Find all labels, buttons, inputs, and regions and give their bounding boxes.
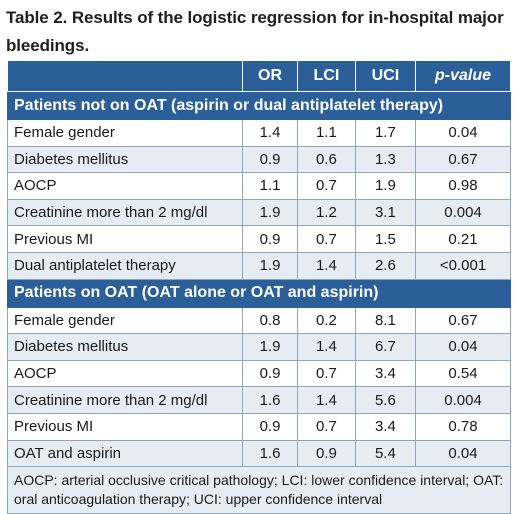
cell-or: 0.9 <box>241 145 299 174</box>
cell-or: 0.9 <box>241 412 299 441</box>
cell-or: 1.9 <box>241 333 299 361</box>
regression-table: OR LCI UCI p-value Patients not on OAT (… <box>7 60 511 514</box>
row-label: Previous MI <box>7 412 243 441</box>
cell-uci: 3.4 <box>354 359 417 388</box>
header-p-value-text: p-value <box>435 67 492 84</box>
cell-lci: 0.6 <box>297 145 356 174</box>
table-row: Creatinine more than 2 mg/dl 1.6 1.4 5.6 0.0… <box>7 386 511 414</box>
table-row: Diabetes mellitus 0.9 0.6 1.3 0.67 <box>7 145 511 174</box>
cell-or: 1.4 <box>241 119 299 147</box>
row-label: AOCP <box>7 172 243 200</box>
cell-lci: 1.1 <box>297 119 356 147</box>
cell-or: 1.1 <box>241 172 299 200</box>
table-row: Diabetes mellitus 1.9 1.4 6.7 0.04 <box>7 333 511 361</box>
row-label: Creatinine more than 2 mg/dl <box>7 198 243 227</box>
cell-uci: 8.1 <box>354 306 417 335</box>
cell-lci: 1.2 <box>297 198 356 227</box>
cell-p-value: 0.67 <box>415 306 511 335</box>
cell-uci: 1.9 <box>354 172 417 200</box>
cell-p-value: 0.54 <box>415 359 511 388</box>
row-label: Previous MI <box>7 225 243 253</box>
cell-uci: 3.1 <box>354 198 417 227</box>
cell-lci: 0.7 <box>297 412 356 441</box>
cell-lci: 0.7 <box>297 359 356 388</box>
header-row: OR LCI UCI p-value <box>7 60 511 92</box>
header-or: OR <box>241 60 299 92</box>
cell-lci: 0.7 <box>297 225 356 253</box>
cell-lci: 1.4 <box>297 251 356 280</box>
cell-lci: 0.2 <box>297 306 356 335</box>
header-uci: UCI <box>354 60 417 92</box>
cell-lci: 1.4 <box>297 386 356 414</box>
cell-or: 1.9 <box>241 198 299 227</box>
cell-or: 1.6 <box>241 386 299 414</box>
cell-uci: 5.6 <box>354 386 417 414</box>
section-header-row: Patients on OAT (OAT alone or OAT and as… <box>7 278 511 308</box>
row-label: Female gender <box>7 119 243 147</box>
cell-p-value: 0.21 <box>415 225 511 253</box>
row-label: Female gender <box>7 306 243 335</box>
footnote-row: AOCP: arterial occlusive critical pathol… <box>7 466 511 514</box>
cell-p-value: 0.78 <box>415 412 511 441</box>
table-row: AOCP 1.1 0.7 1.9 0.98 <box>7 172 511 200</box>
table-row: AOCP 0.9 0.7 3.4 0.54 <box>7 359 511 388</box>
cell-p-value: 0.98 <box>415 172 511 200</box>
section-label: Patients not on OAT (aspirin or dual ant… <box>7 91 511 120</box>
cell-or: 1.6 <box>241 439 299 468</box>
header-lci: LCI <box>297 60 356 92</box>
table-row: Previous MI 0.9 0.7 1.5 0.21 <box>7 225 511 253</box>
table-row: Creatinine more than 2 mg/dl 1.9 1.2 3.1 0.0… <box>7 198 511 227</box>
table-title: Table 2. Results of the logistic regress… <box>6 8 504 55</box>
cell-uci: 2.6 <box>354 251 417 280</box>
footnote: AOCP: arterial occlusive critical pathol… <box>7 466 511 514</box>
section-label: Patients on OAT (OAT alone or OAT and as… <box>7 278 511 308</box>
table-row: Dual antiplatelet therapy 1.9 1.4 2.6 <0.001 <box>7 251 511 280</box>
header-p-value: p-value <box>415 60 511 92</box>
cell-p-value: 0.04 <box>415 439 511 468</box>
cell-uci: 6.7 <box>354 333 417 361</box>
cell-lci: 0.9 <box>297 439 356 468</box>
cell-lci: 0.7 <box>297 172 356 200</box>
row-label: Dual antiplatelet therapy <box>7 251 243 280</box>
cell-or: 1.9 <box>241 251 299 280</box>
table-row: Female gender 1.4 1.1 1.7 0.04 <box>7 119 511 147</box>
cell-uci: 1.5 <box>354 225 417 253</box>
section-header-row: Patients not on OAT (aspirin or dual ant… <box>7 91 511 120</box>
cell-uci: 3.4 <box>354 412 417 441</box>
section-on-oat: Patients on OAT (OAT alone or OAT and as… <box>7 278 511 468</box>
row-label: Diabetes mellitus <box>7 333 243 361</box>
cell-uci: 5.4 <box>354 439 417 468</box>
row-label: Diabetes mellitus <box>7 145 243 174</box>
cell-lci: 1.4 <box>297 333 356 361</box>
cell-p-value: 0.004 <box>415 198 511 227</box>
table-row: OAT and aspirin 1.6 0.9 5.4 0.04 <box>7 439 511 468</box>
cell-uci: 1.7 <box>354 119 417 147</box>
section-not-on-oat: Patients not on OAT (aspirin or dual ant… <box>7 91 511 280</box>
cell-p-value: 0.04 <box>415 119 511 147</box>
header-blank <box>7 60 243 92</box>
cell-p-value: 0.004 <box>415 386 511 414</box>
table-row: Previous MI 0.9 0.7 3.4 0.78 <box>7 412 511 441</box>
cell-or: 0.9 <box>241 359 299 388</box>
cell-uci: 1.3 <box>354 145 417 174</box>
table-row: Female gender 0.8 0.2 8.1 0.67 <box>7 306 511 335</box>
cell-p-value: 0.04 <box>415 333 511 361</box>
cell-p-value: <0.001 <box>415 251 511 280</box>
cell-or: 0.9 <box>241 225 299 253</box>
cell-or: 0.8 <box>241 306 299 335</box>
cell-p-value: 0.67 <box>415 145 511 174</box>
row-label: Creatinine more than 2 mg/dl <box>7 386 243 414</box>
row-label: AOCP <box>7 359 243 388</box>
row-label: OAT and aspirin <box>7 439 243 468</box>
